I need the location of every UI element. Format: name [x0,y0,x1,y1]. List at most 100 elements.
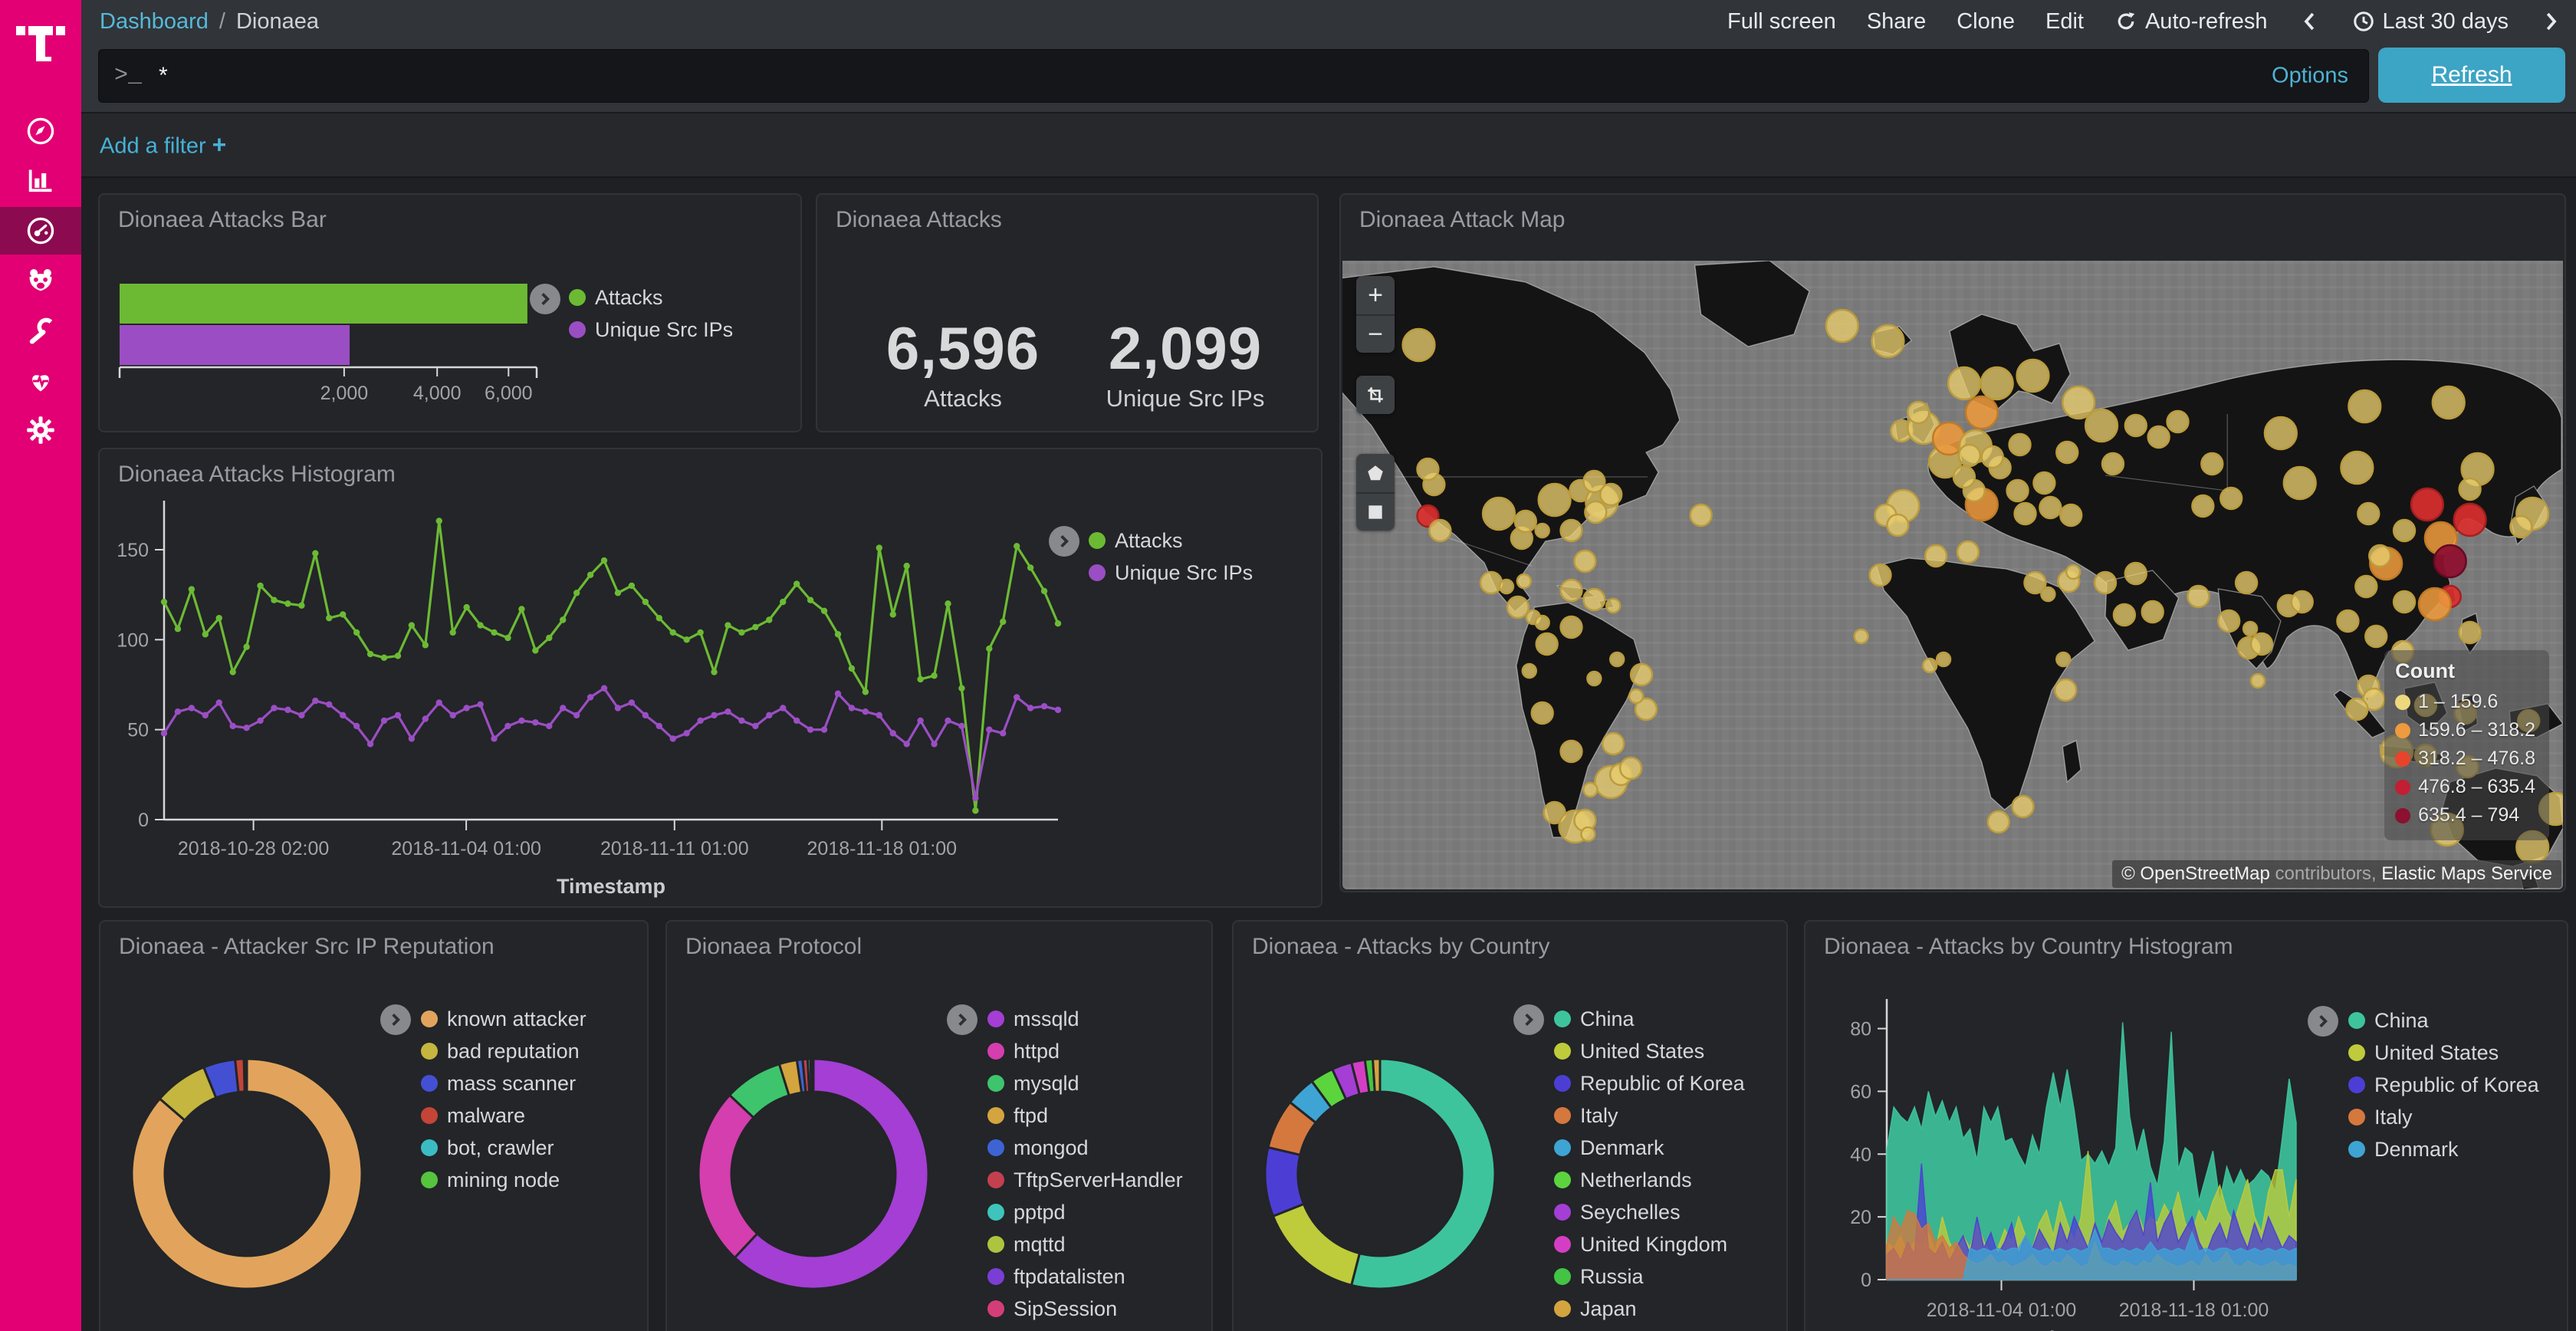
map-dot[interactable] [1689,503,1713,527]
map-dot[interactable] [2016,358,2050,393]
legend-item[interactable]: mysqld [987,1067,1183,1099]
legend-toggle-button[interactable] [947,1004,978,1035]
fit-data-bounds-button[interactable] [1356,376,1395,414]
map-dot[interactable] [2357,501,2380,526]
donut-slice[interactable] [1263,1145,1306,1218]
map-dot[interactable] [1582,469,1606,494]
map-dot[interactable] [1629,662,1654,687]
legend-item[interactable]: httpd [987,1035,1183,1067]
map-dot[interactable] [2187,584,2210,609]
osm-link[interactable]: © OpenStreetMap [2121,863,2270,884]
elastic-maps-link[interactable]: Elastic Maps Service [2381,863,2552,884]
legend-item[interactable]: SipSession [987,1293,1183,1325]
legend-item[interactable]: mass scanner [421,1067,586,1099]
map-dot[interactable] [2141,600,2164,624]
legend-item[interactable]: Italy [1554,1099,1745,1132]
map-dot[interactable] [2062,385,2096,420]
map-dot[interactable] [2093,570,2118,595]
sidebar-item-monitoring[interactable] [0,357,81,404]
map-dot[interactable] [2191,494,2215,518]
map-dot[interactable] [2458,477,2482,501]
map-dot[interactable] [1559,518,1583,543]
map-dot[interactable] [1559,578,1583,603]
breadcrumb-dashboard-link[interactable]: Dashboard [100,8,209,34]
map-dot[interactable] [2348,389,2382,424]
map-dot[interactable] [1886,513,1910,537]
sidebar-item-dev-tools[interactable] [0,307,81,354]
map-dot[interactable] [2282,465,2317,501]
map-dot[interactable] [1921,657,1938,674]
map-dot[interactable] [1530,701,1554,725]
map-dot[interactable] [2336,609,2360,633]
map-dot[interactable] [1534,614,1550,631]
map-dot[interactable] [1479,570,1503,595]
legend-item[interactable]: Italy [2348,1101,2539,1133]
map-dot[interactable] [1535,632,1559,656]
legend-item[interactable]: China [1554,1003,1745,1035]
map-dot[interactable] [1559,615,1583,639]
map-dot[interactable] [1599,482,1623,507]
legend-item[interactable]: malware [421,1099,586,1132]
map-dot[interactable] [1618,756,1643,781]
map-dot[interactable] [2364,624,2388,649]
legend-item[interactable]: mqttd [987,1228,1183,1260]
map-dot[interactable] [2249,672,2266,689]
share-button[interactable]: Share [1866,8,1927,34]
search-input[interactable]: >_ * Options [98,49,2369,103]
map-dot[interactable] [1521,662,1537,679]
map-dot[interactable] [1401,327,1436,363]
legend-item[interactable]: known attacker [421,1003,586,1035]
map-dot[interactable] [2124,561,2147,586]
map-dot[interactable] [2340,450,2374,485]
map-dot[interactable] [1853,628,1869,645]
donut-slice[interactable] [1271,1202,1362,1287]
map-dot[interactable] [2290,590,2314,614]
map-dot[interactable] [1580,826,1596,843]
map-dot[interactable] [2368,544,2392,568]
map-dot[interactable] [1980,366,2014,401]
map-dot[interactable] [2509,514,2533,539]
map-dot[interactable] [1868,563,1892,587]
map-dot[interactable] [1609,651,1625,668]
legend-item[interactable]: Attacks [569,281,733,314]
legend-item[interactable]: China [2348,1004,2539,1037]
legend-toggle-button[interactable] [1513,1004,1544,1035]
options-link[interactable]: Options [2272,63,2348,88]
telekom-logo[interactable] [16,12,65,61]
map-dot[interactable] [1513,509,1537,534]
map-dot[interactable] [2055,651,2072,668]
map-dot[interactable] [1605,597,1622,614]
sidebar-item-discover[interactable] [0,107,81,155]
map-dot[interactable] [1498,578,1515,595]
map-dot[interactable] [1584,500,1608,524]
map-dot[interactable] [1986,810,2010,834]
legend-item[interactable]: Republic of Korea [2348,1069,2539,1101]
map-dot[interactable] [1582,587,1606,612]
zoom-in-button[interactable]: + [1356,276,1395,314]
time-range-button[interactable]: Last 30 days [2352,9,2509,35]
legend-item[interactable]: bad reputation [421,1035,586,1067]
map-dot[interactable] [1559,739,1583,764]
map-dot[interactable] [2392,518,2417,543]
draw-polygon-button[interactable] [1356,454,1395,492]
map-dot[interactable] [1506,595,1530,619]
map-dot[interactable] [2249,632,2274,656]
map-dot[interactable] [1871,324,1905,359]
map-dot[interactable] [2200,452,2224,476]
legend-item[interactable]: TftpServerHandler [987,1164,1183,1196]
map-dot[interactable] [1428,518,1452,543]
map-dot[interactable] [1980,445,2004,469]
draw-rectangle-button[interactable] [1356,492,1395,531]
map-dot[interactable] [1956,540,1980,564]
map-dot[interactable] [2166,409,2190,434]
map-dot[interactable] [2054,678,2078,702]
map-dot[interactable] [2392,590,2417,614]
map-dot[interactable] [2220,486,2243,511]
map-dot[interactable] [2039,495,2062,520]
edit-button[interactable]: Edit [2045,8,2084,34]
map-dot[interactable] [1947,366,1982,401]
legend-item[interactable]: bot, crawler [421,1132,586,1164]
map-dot[interactable] [1602,731,1625,756]
legend-item[interactable]: Netherlands [1554,1164,1745,1196]
map-dot[interactable] [2433,544,2467,579]
